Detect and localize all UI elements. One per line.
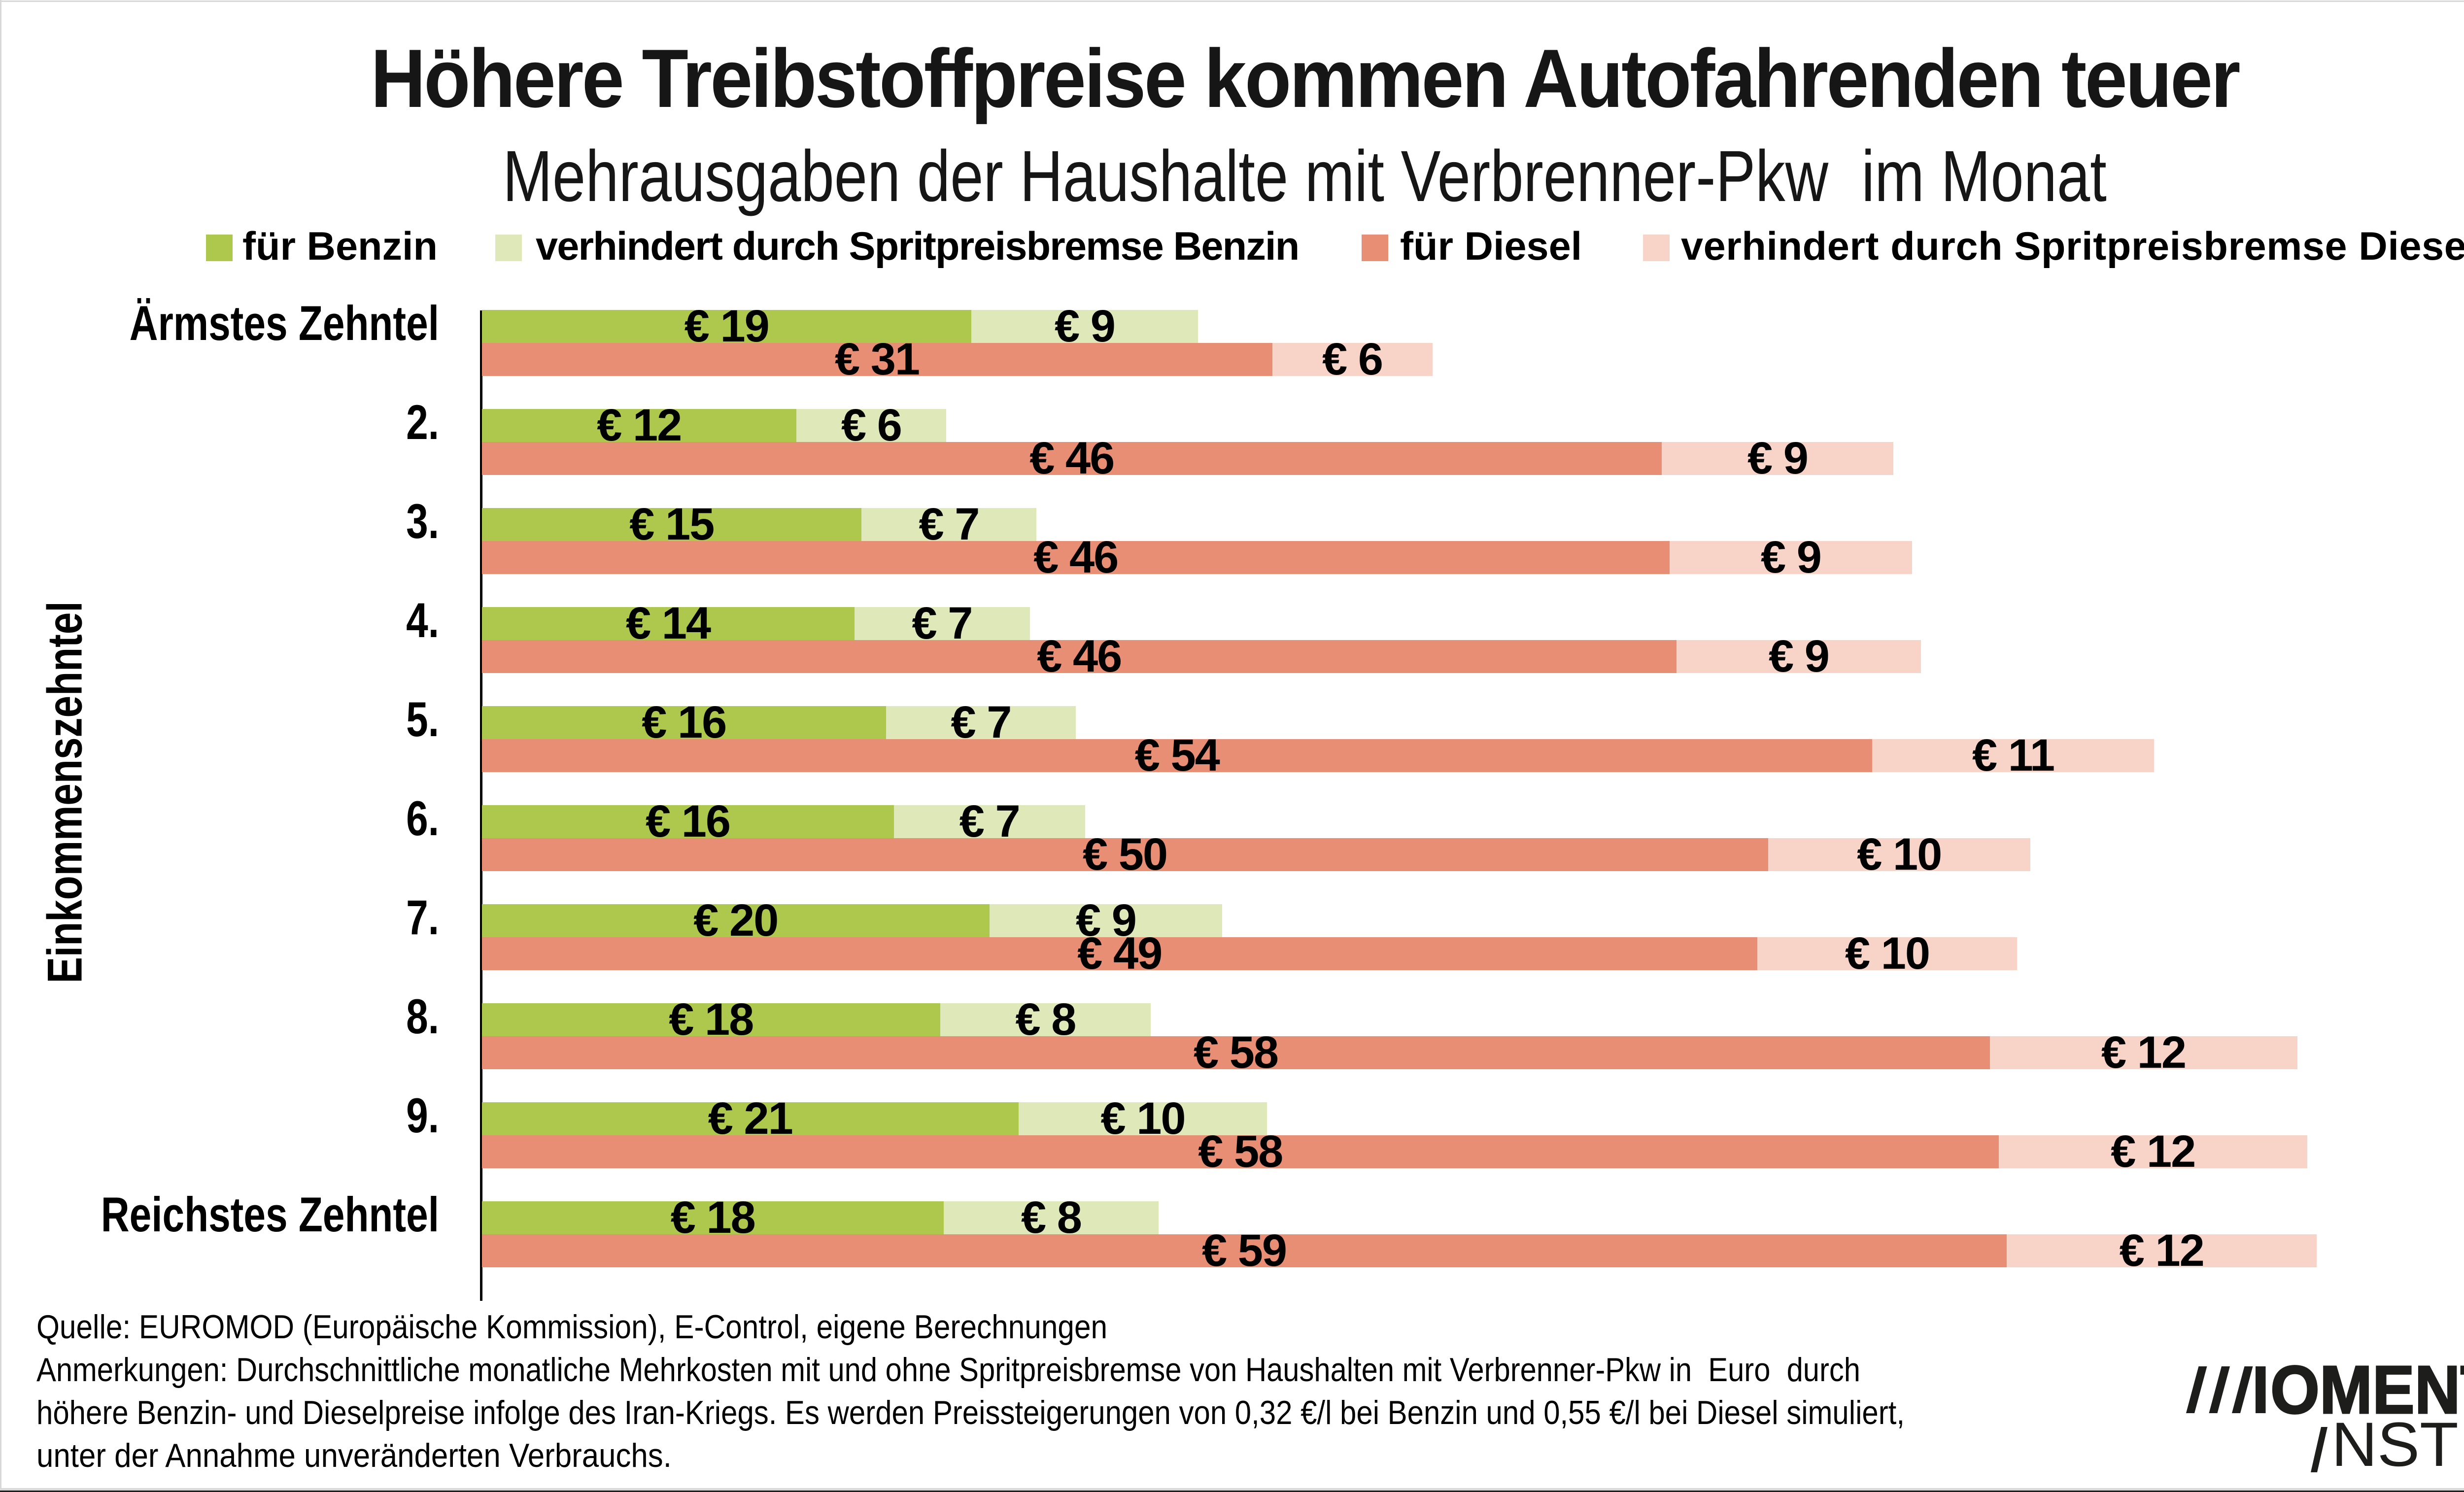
svg-text:NSTITUT: NSTITUT xyxy=(2331,1409,2464,1478)
svg-text:OMENTUM: OMENTUM xyxy=(2270,1365,2464,1428)
